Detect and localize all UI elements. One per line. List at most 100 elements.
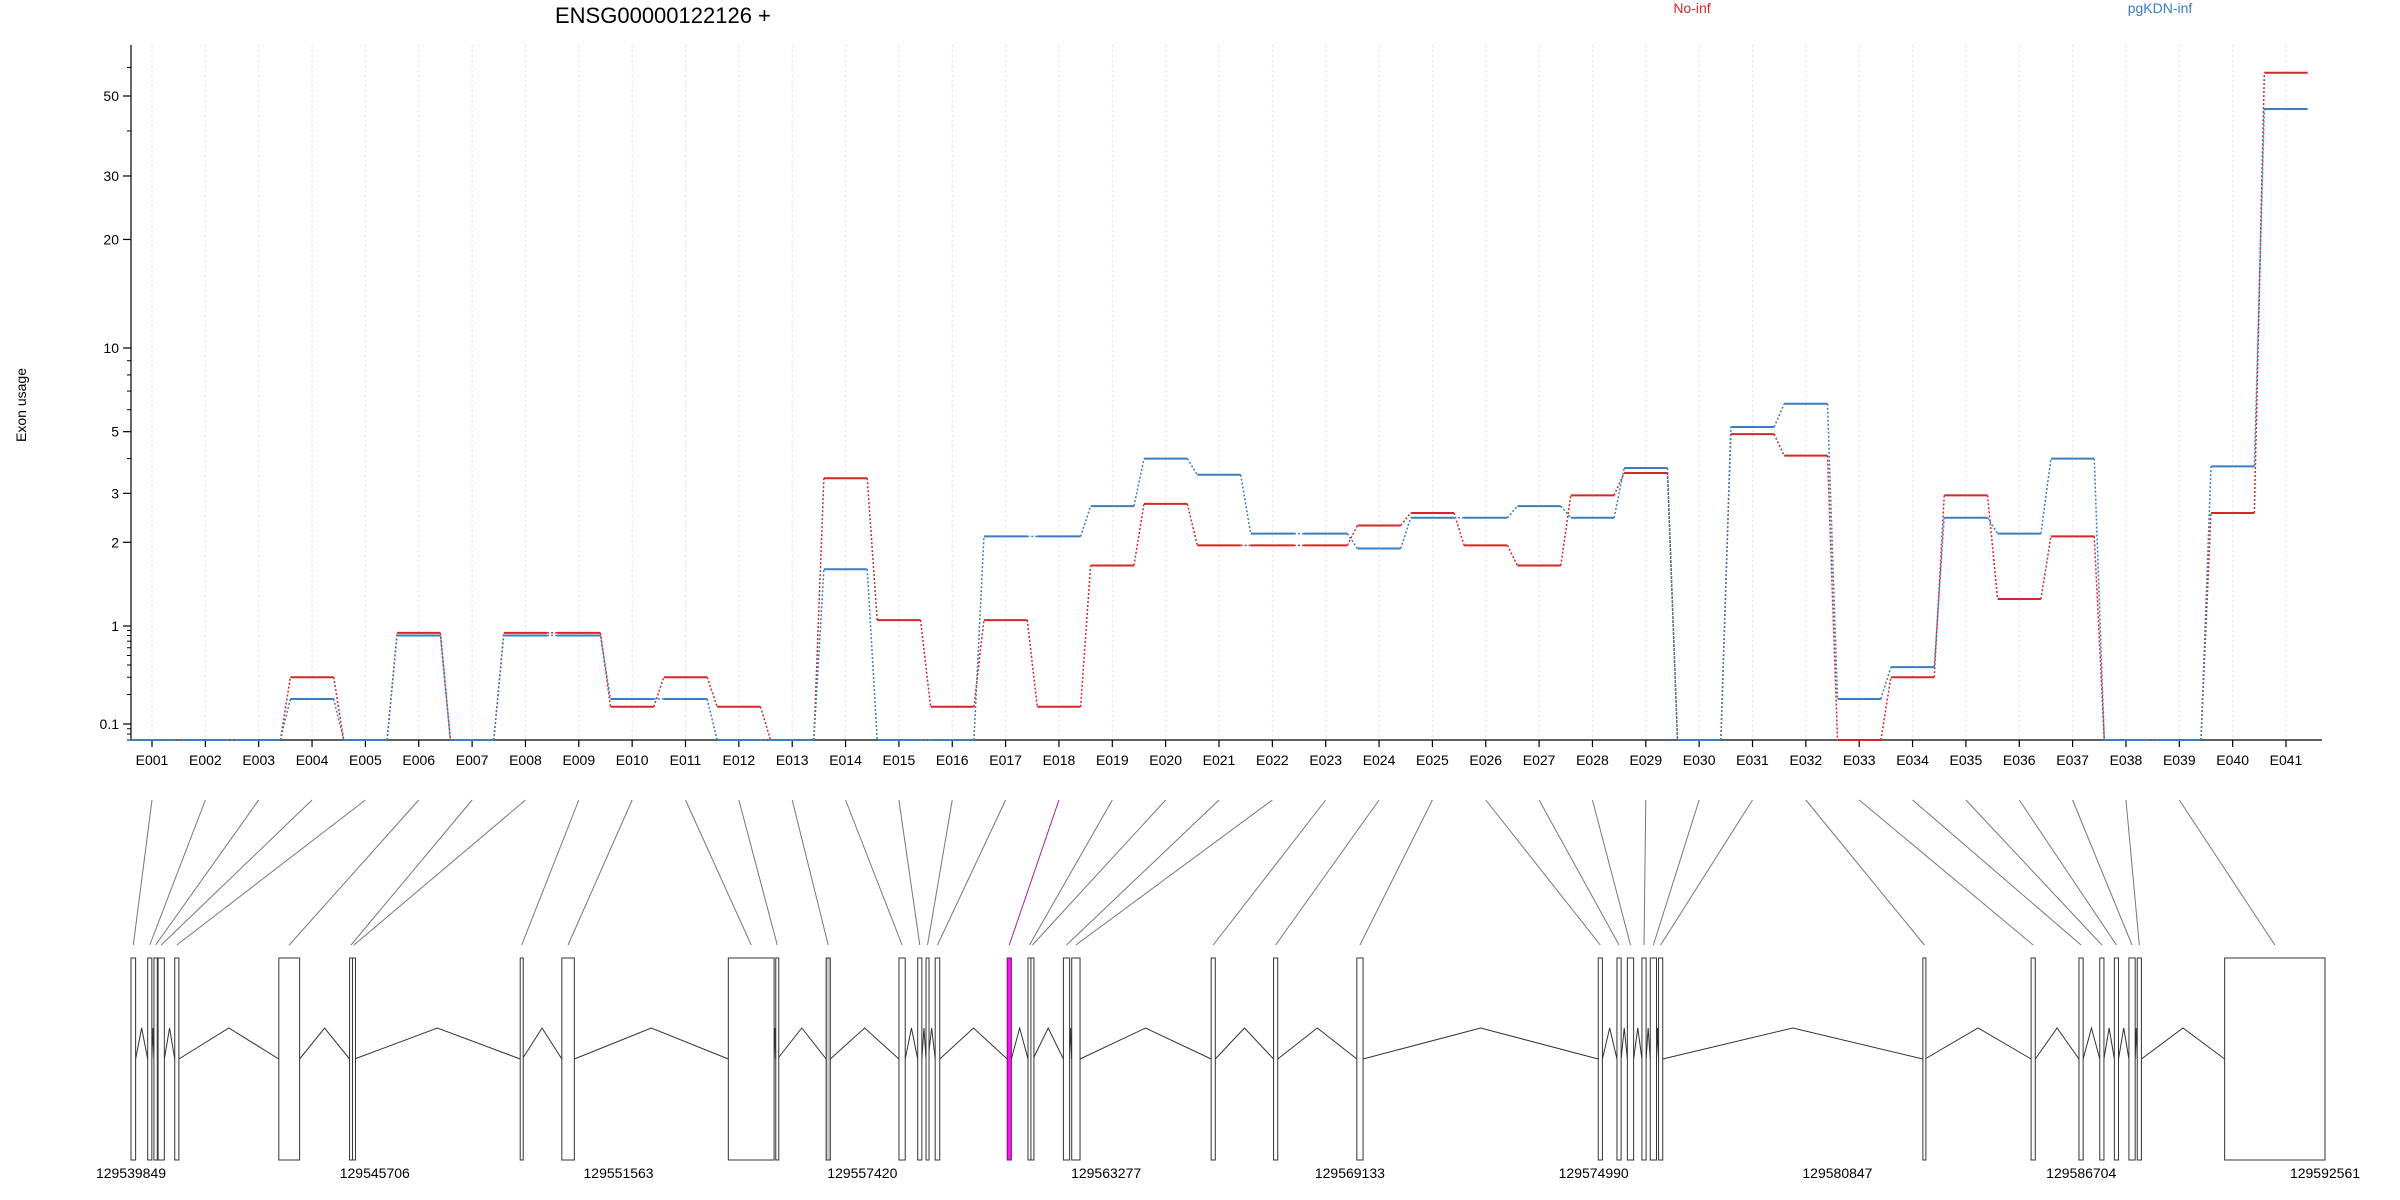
series-connector bbox=[813, 569, 825, 741]
series-connector bbox=[1079, 505, 1092, 537]
x-tick-label-e037: E037 bbox=[2056, 752, 2089, 768]
series-connector bbox=[1720, 426, 1732, 741]
connector-e030 bbox=[1652, 799, 1700, 946]
y-tick-label: 50 bbox=[103, 88, 119, 104]
x-tick-label-e018: E018 bbox=[1043, 752, 1076, 768]
series-connector bbox=[2040, 536, 2052, 600]
connector-e032 bbox=[1805, 799, 1925, 946]
series-connector bbox=[2093, 536, 2106, 741]
intron bbox=[2118, 1027, 2130, 1060]
legend-pgkdn-inf: pgKDN-inf bbox=[2128, 0, 2193, 16]
exon-box-e037 bbox=[2128, 957, 2136, 1161]
series-connector bbox=[1773, 403, 1785, 428]
connector-e023 bbox=[1212, 799, 1327, 946]
series-connector bbox=[386, 635, 398, 741]
series-connector bbox=[1986, 517, 1999, 534]
series-connector bbox=[1666, 468, 1679, 741]
intron bbox=[2034, 1027, 2080, 1060]
intron bbox=[163, 1027, 176, 1060]
connector-e029 bbox=[1643, 799, 1647, 946]
intron bbox=[1620, 1027, 1628, 1060]
y-tick-label: 1 bbox=[111, 618, 119, 634]
connector-e010 bbox=[567, 799, 633, 946]
intron bbox=[829, 1027, 900, 1060]
exon-box-e029 bbox=[1641, 957, 1647, 1161]
series-connector bbox=[1826, 455, 1839, 741]
exon-box-e001 bbox=[130, 957, 137, 1161]
coordinate-label: 129592561 bbox=[2290, 1165, 2360, 1181]
coordinate-axis: 129539849 129545706 129551563 129557420 1295… bbox=[96, 1165, 2360, 1181]
exon-box-e008 bbox=[351, 957, 356, 1161]
x-tick-label-e031: E031 bbox=[1736, 752, 1769, 768]
y-tick-label: 0.1 bbox=[100, 716, 120, 732]
series-connector bbox=[1400, 512, 1412, 526]
intron bbox=[1924, 1027, 2032, 1060]
intron bbox=[1010, 1026, 1029, 1060]
x-tick-label-e024: E024 bbox=[1363, 752, 1396, 768]
x-tick-label-e019: E019 bbox=[1096, 752, 1129, 768]
series-connector bbox=[2093, 458, 2106, 741]
coordinate-label: 129557420 bbox=[827, 1165, 897, 1181]
exon-box-e018 bbox=[1006, 957, 1012, 1161]
connector-e022 bbox=[1075, 799, 1273, 946]
x-tick-label-e008: E008 bbox=[509, 752, 542, 768]
x-tick-label-e039: E039 bbox=[2163, 752, 2196, 768]
intron bbox=[1079, 1027, 1212, 1060]
series-connector bbox=[279, 698, 292, 741]
coordinate-label: 129586704 bbox=[2046, 1165, 2116, 1181]
series-connector bbox=[279, 677, 292, 741]
exon-box-e024 bbox=[1273, 957, 1279, 1161]
intron bbox=[1032, 1026, 1064, 1060]
exon-box-e016 bbox=[925, 957, 930, 1161]
y-tick-label: 3 bbox=[111, 485, 119, 501]
connector-e027 bbox=[1538, 799, 1620, 946]
connector-e003 bbox=[155, 799, 260, 946]
series-connector bbox=[1560, 495, 1572, 566]
series-connector bbox=[706, 677, 718, 707]
intron bbox=[574, 1027, 729, 1060]
exon-box-e036 bbox=[2113, 957, 2120, 1161]
connector-e019 bbox=[1029, 799, 1113, 946]
connector-e037 bbox=[2072, 799, 2133, 946]
exon-box-e023 bbox=[1210, 957, 1216, 1161]
x-tick-label-e014: E014 bbox=[829, 752, 862, 768]
series-connector bbox=[1933, 517, 1945, 668]
x-tick-label-e001: E001 bbox=[136, 752, 169, 768]
intron bbox=[904, 1027, 919, 1060]
exon-box-e025 bbox=[1356, 957, 1364, 1161]
intron bbox=[354, 1027, 521, 1060]
coordinate-label: 129563277 bbox=[1071, 1165, 1141, 1181]
x-tick-label-e035: E035 bbox=[1950, 752, 1983, 768]
x-tick-label-e022: E022 bbox=[1256, 752, 1289, 768]
connector-e024 bbox=[1275, 799, 1380, 946]
x-tick-label-e026: E026 bbox=[1469, 752, 1502, 768]
x-tick-label-e033: E033 bbox=[1843, 752, 1876, 768]
x-tick-label-e021: E021 bbox=[1203, 752, 1236, 768]
x-tick-label-e034: E034 bbox=[1896, 752, 1929, 768]
series-connector bbox=[866, 569, 878, 741]
intron bbox=[299, 1027, 350, 1060]
connector-e025 bbox=[1359, 799, 1433, 946]
exon-box-e006 bbox=[278, 957, 301, 1161]
series-connector bbox=[1346, 525, 1359, 546]
series-connector bbox=[332, 677, 345, 741]
coordinate-label: 129580847 bbox=[1802, 1165, 1872, 1181]
connector-e033 bbox=[1858, 799, 2034, 946]
connector-e008 bbox=[353, 799, 526, 946]
x-tick-label-e012: E012 bbox=[722, 752, 755, 768]
exon-box-e039 bbox=[2224, 957, 2326, 1161]
series-connector bbox=[1346, 533, 1358, 549]
exon-box-e028 bbox=[1626, 957, 1635, 1161]
exon-box-e026 bbox=[1597, 957, 1603, 1161]
exon-box-e034 bbox=[2078, 957, 2084, 1161]
series-connector bbox=[332, 698, 345, 741]
connector-e011 bbox=[685, 799, 752, 946]
x-tick-label-e015: E015 bbox=[883, 752, 916, 768]
exon-box-e011 bbox=[727, 957, 775, 1161]
exon-box-e015 bbox=[917, 957, 923, 1161]
x-tick-label-e027: E027 bbox=[1523, 752, 1556, 768]
x-tick-label-e038: E038 bbox=[2110, 752, 2143, 768]
connector-e018 bbox=[1008, 799, 1060, 946]
exon-box-e013 bbox=[825, 957, 831, 1161]
